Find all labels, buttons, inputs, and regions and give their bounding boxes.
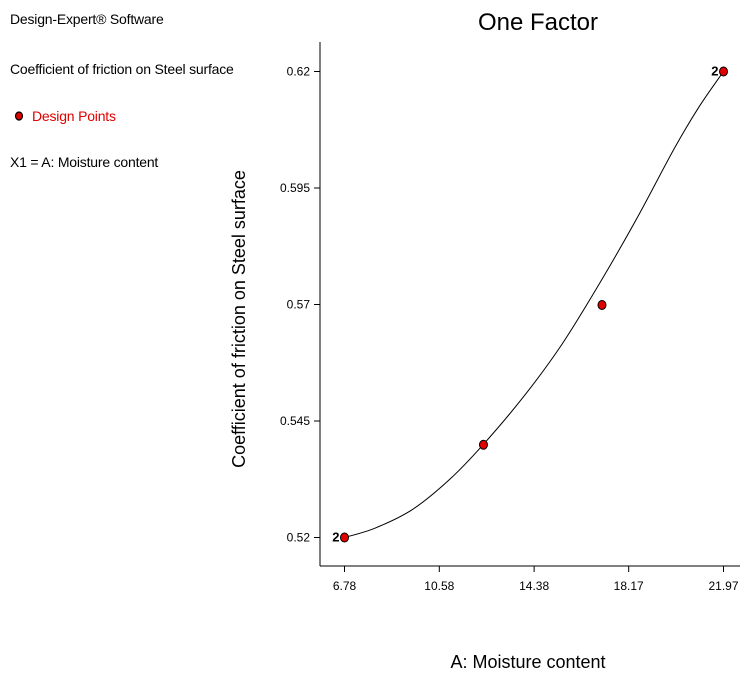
- response-label: Coefficient of friction on Steel surface: [10, 61, 234, 77]
- design-points-label: Design Points: [32, 108, 116, 124]
- x-tick-label: 6.78: [333, 579, 357, 593]
- software-label: Design-Expert® Software: [10, 11, 164, 27]
- fitted-curve: [344, 71, 724, 538]
- y-axis-label: Coefficient of friction on Steel surface: [229, 170, 249, 468]
- design-point: [340, 532, 349, 543]
- replicate-label: 2: [332, 530, 339, 545]
- design-point: [719, 66, 728, 77]
- y-tick-label: 0.545: [280, 414, 310, 428]
- plot-area: 0.52 0.545 0.57 0.595 0.62 6.78 10.58 14.38 18.1…: [280, 42, 740, 593]
- y-tick-label: 0.52: [287, 531, 311, 545]
- x-tick-label: 21.97: [708, 579, 738, 593]
- y-tick-label: 0.62: [287, 65, 311, 79]
- replicate-label: 2: [711, 64, 718, 79]
- x-tick-label: 18.17: [614, 579, 644, 593]
- design-point-icon: [14, 111, 24, 121]
- x-tick-label: 10.58: [424, 579, 454, 593]
- design-points-legend: Design Points: [14, 108, 116, 124]
- x-tick-label: 14.38: [519, 579, 549, 593]
- chart-title: One Factor: [478, 9, 598, 36]
- design-point: [478, 439, 488, 450]
- y-tick-label: 0.57: [287, 298, 311, 312]
- y-tick-label: 0.595: [280, 181, 310, 195]
- x-axis-label: A: Moisture content: [450, 652, 605, 672]
- factor-label: X1 = A: Moisture content: [10, 154, 159, 170]
- design-point: [597, 299, 607, 310]
